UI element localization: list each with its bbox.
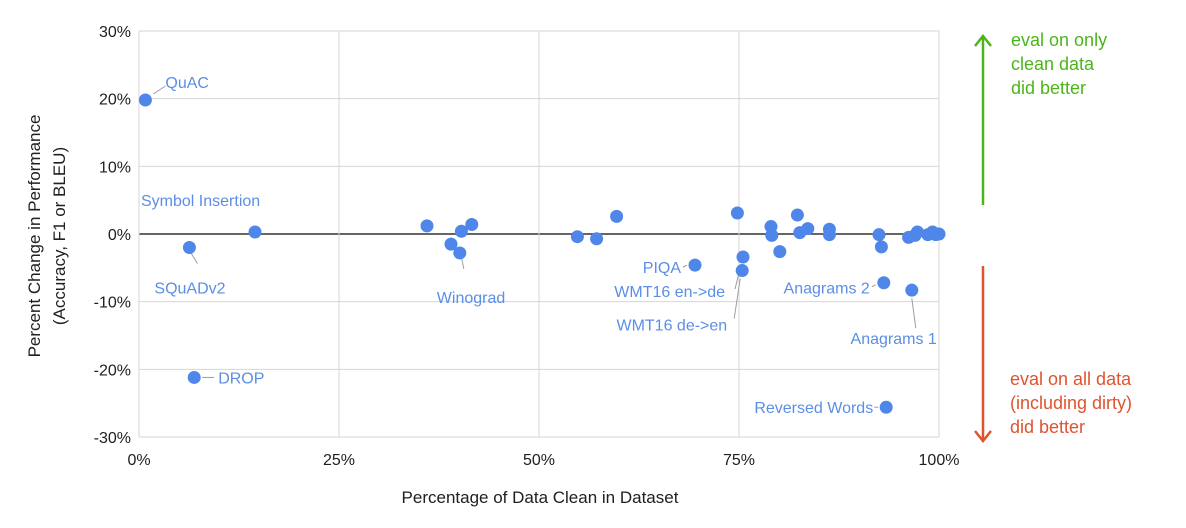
leader-line xyxy=(461,258,465,270)
point-label: SQuADv2 xyxy=(154,281,225,298)
data-point xyxy=(610,209,624,223)
point-labels: QuAC Symbol Insertion SQuADv2 DROP Winograd P… xyxy=(141,75,937,417)
data-point xyxy=(932,227,946,241)
data-point xyxy=(444,237,458,251)
data-point xyxy=(877,276,891,290)
better-all-line-2: (including dirty) xyxy=(1010,393,1132,413)
grid-lines xyxy=(138,30,940,438)
point-label: Winograd xyxy=(437,290,505,307)
data-point xyxy=(688,258,702,272)
x-tick-label: 75% xyxy=(723,452,755,469)
data-point xyxy=(420,219,434,233)
better-clean-annotation: eval on only clean data did better xyxy=(974,30,1107,205)
y-tick-label: 30% xyxy=(99,24,131,41)
data-point xyxy=(465,218,479,232)
point-label: Reversed Words xyxy=(754,400,873,417)
data-point xyxy=(248,225,262,239)
x-tick-label: 100% xyxy=(919,452,960,469)
data-point xyxy=(453,246,467,260)
data-point xyxy=(822,228,836,242)
data-point xyxy=(790,208,804,222)
data-point xyxy=(570,230,584,244)
data-point xyxy=(187,370,201,384)
data-point xyxy=(454,224,468,238)
x-tick-label: 50% xyxy=(523,452,555,469)
data-point xyxy=(590,232,604,246)
x-tick-label: 25% xyxy=(323,452,355,469)
better-clean-line-3: did better xyxy=(1011,78,1086,98)
data-point xyxy=(765,228,779,242)
better-clean-line-1: eval on only xyxy=(1011,30,1107,50)
data-point xyxy=(730,206,744,220)
data-point xyxy=(872,228,886,242)
x-tick-labels: 0% 25% 50% 75% 100% xyxy=(127,452,959,469)
leader-line xyxy=(682,264,688,268)
better-all-annotation: eval on all data (including dirty) did b… xyxy=(974,266,1132,444)
label-leader-lines xyxy=(153,85,917,408)
data-points xyxy=(138,93,946,414)
point-label: PIQA xyxy=(643,260,682,277)
data-point xyxy=(182,241,196,255)
leader-line xyxy=(153,85,166,95)
y-tick-label: -30% xyxy=(94,430,131,447)
y-tick-labels: 30% 20% 10% 0% -10% -20% -30% xyxy=(94,24,131,447)
point-label: Anagrams 2 xyxy=(784,281,870,298)
point-label: Anagrams 1 xyxy=(851,331,937,348)
data-point xyxy=(910,225,924,239)
y-tick-label: 0% xyxy=(108,227,131,244)
leader-line xyxy=(733,278,741,319)
data-point xyxy=(735,264,749,278)
data-point xyxy=(138,93,152,107)
arrow-down-icon xyxy=(974,266,992,444)
better-clean-line-2: clean data xyxy=(1011,54,1095,74)
data-point xyxy=(905,283,919,297)
better-all-line-1: eval on all data xyxy=(1010,369,1132,389)
point-label: QuAC xyxy=(165,75,209,92)
leader-line xyxy=(871,284,877,288)
data-point xyxy=(801,222,815,236)
x-axis-title: Percentage of Data Clean in Dataset xyxy=(402,488,679,507)
point-label: DROP xyxy=(218,370,264,387)
y-axis-title-line-2: (Accuracy, F1 or BLEU) xyxy=(50,147,69,325)
y-axis-title: Percent Change in Performance (Accuracy,… xyxy=(25,115,69,358)
better-all-line-3: did better xyxy=(1010,417,1085,437)
point-label: Symbol Insertion xyxy=(141,193,260,210)
y-tick-label: -20% xyxy=(94,362,131,379)
point-label: WMT16 en->de xyxy=(614,284,725,301)
y-tick-label: 20% xyxy=(99,92,131,109)
data-point xyxy=(874,240,888,254)
arrow-up-icon xyxy=(974,33,992,205)
data-point xyxy=(773,245,787,259)
data-point xyxy=(879,400,893,414)
y-tick-label: 10% xyxy=(99,159,131,176)
point-label: WMT16 de->en xyxy=(616,318,727,335)
y-axis-title-line-1: Percent Change in Performance xyxy=(25,115,44,358)
leader-line xyxy=(190,253,198,264)
x-tick-label: 0% xyxy=(127,452,150,469)
data-point xyxy=(736,250,750,264)
leader-line xyxy=(911,298,917,329)
y-tick-label: -10% xyxy=(94,295,131,312)
